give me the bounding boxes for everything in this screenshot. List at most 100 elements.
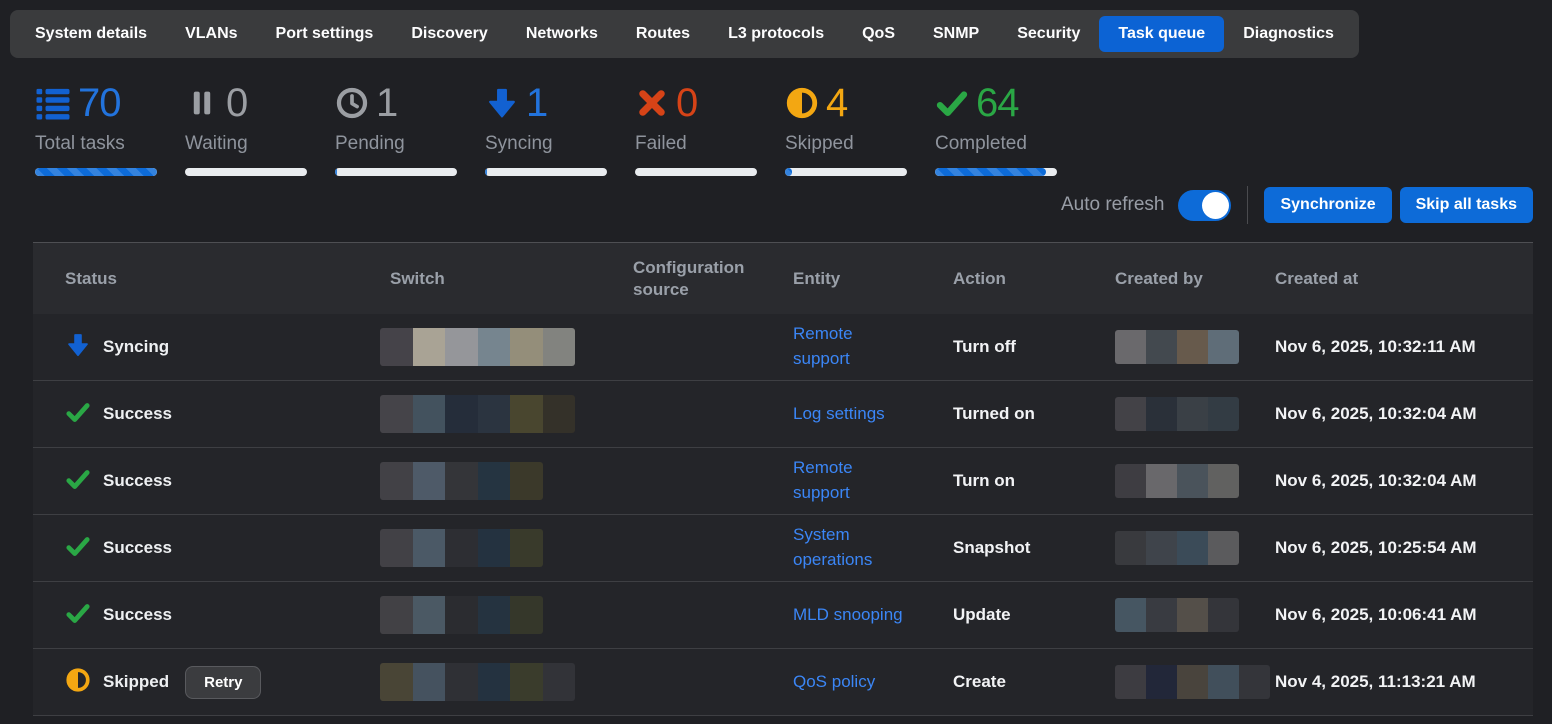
sync-down-arrow-icon (65, 332, 91, 363)
synchronize-button[interactable]: Synchronize (1264, 187, 1391, 223)
tab-task-queue[interactable]: Task queue (1099, 16, 1224, 52)
list-icon (35, 85, 71, 121)
top-nav: System details VLANs Port settings Disco… (10, 10, 1359, 58)
stat-total-tasks: 70 Total tasks (35, 80, 185, 176)
tab-qos[interactable]: QoS (843, 16, 914, 52)
half-circle-icon (785, 86, 819, 120)
tab-l3-protocols[interactable]: L3 protocols (709, 16, 843, 52)
stat-waiting: 0 Waiting (185, 80, 335, 176)
table-row: Success Remote support Turn on Nov 6, 20… (33, 448, 1533, 515)
redacted-switch-name (380, 395, 575, 433)
entity-link[interactable]: Remote support (793, 322, 911, 371)
redacted-created-by (1115, 531, 1239, 565)
stat-progress-bar (335, 168, 457, 176)
stat-value: 64 (976, 81, 1019, 126)
stat-progress-bar (935, 168, 1057, 176)
column-header-configuration-source: Configuration source (633, 257, 793, 300)
stat-value: 0 (226, 81, 247, 126)
stat-label: Pending (335, 133, 485, 155)
status-label: Success (103, 605, 172, 625)
created-at-cell: Nov 6, 2025, 10:06:41 AM (1275, 605, 1533, 625)
clock-icon (335, 86, 369, 120)
status-label: Success (103, 471, 172, 491)
stat-progress-bar (635, 168, 757, 176)
redacted-switch-name (380, 462, 543, 500)
table-row: Skipped Retry QoS policy Create Nov 4, 2… (33, 649, 1533, 716)
column-header-switch: Switch (390, 268, 633, 289)
check-icon (935, 86, 969, 120)
column-header-action: Action (953, 268, 1115, 289)
tab-routes[interactable]: Routes (617, 16, 709, 52)
stat-progress-bar (785, 168, 907, 176)
action-cell: Snapshot (953, 538, 1115, 558)
stat-value: 1 (376, 81, 397, 126)
x-icon (635, 86, 669, 120)
tab-vlans[interactable]: VLANs (166, 16, 256, 52)
redacted-switch-name (380, 596, 543, 634)
success-check-icon (65, 399, 91, 430)
action-cell: Update (953, 605, 1115, 625)
column-header-created-at: Created at (1275, 268, 1533, 289)
action-cell: Create (953, 672, 1115, 692)
created-at-cell: Nov 6, 2025, 10:32:11 AM (1275, 337, 1533, 357)
stat-pending: 1 Pending (335, 80, 485, 176)
status-label: Skipped (103, 672, 169, 692)
created-at-cell: Nov 4, 2025, 11:13:21 AM (1275, 672, 1533, 692)
column-header-created-by: Created by (1115, 268, 1275, 289)
tab-discovery[interactable]: Discovery (392, 16, 507, 52)
tab-port-settings[interactable]: Port settings (257, 16, 393, 52)
tab-networks[interactable]: Networks (507, 16, 617, 52)
table-row: Success MLD snooping Update Nov 6, 2025,… (33, 582, 1533, 649)
vertical-divider (1247, 186, 1248, 224)
stat-progress-bar (485, 168, 607, 176)
success-check-icon (65, 600, 91, 631)
arrow-down-icon (485, 86, 519, 120)
stat-value: 1 (526, 81, 547, 126)
redacted-created-by (1115, 397, 1239, 431)
stat-progress-bar (185, 168, 307, 176)
status-label: Success (103, 404, 172, 424)
toggle-knob (1202, 192, 1229, 219)
stat-progress-bar (35, 168, 157, 176)
task-stats: 70 Total tasks 0 Waiting 1 (35, 80, 1552, 176)
success-check-icon (65, 466, 91, 497)
stat-label: Skipped (785, 133, 935, 155)
auto-refresh-label: Auto refresh (1061, 194, 1165, 216)
stat-value: 0 (676, 81, 697, 126)
stat-syncing: 1 Syncing (485, 80, 635, 176)
auto-refresh-toggle[interactable] (1178, 190, 1231, 221)
table-row: Success System operations Snapshot Nov 6… (33, 515, 1533, 582)
table-row: Success Log settings Turned on Nov 6, 20… (33, 381, 1533, 448)
table-header: Status Switch Configuration source Entit… (33, 242, 1533, 314)
redacted-switch-name (380, 328, 575, 366)
tab-system-details[interactable]: System details (16, 16, 166, 52)
controls-row: Auto refresh Synchronize Skip all tasks (0, 184, 1533, 226)
entity-link[interactable]: Log settings (793, 402, 885, 427)
tab-snmp[interactable]: SNMP (914, 16, 998, 52)
skipped-half-circle-icon (65, 667, 91, 698)
stat-label: Failed (635, 133, 785, 155)
status-label: Syncing (103, 337, 169, 357)
tab-diagnostics[interactable]: Diagnostics (1224, 16, 1353, 52)
entity-link[interactable]: Remote support (793, 456, 911, 505)
entity-link[interactable]: MLD snooping (793, 603, 903, 628)
column-header-entity: Entity (793, 268, 953, 289)
skip-all-tasks-button[interactable]: Skip all tasks (1400, 187, 1533, 223)
pause-icon (185, 86, 219, 120)
stat-value: 70 (78, 81, 121, 126)
stat-completed: 64 Completed (935, 80, 1085, 176)
redacted-switch-name (380, 663, 575, 701)
created-at-cell: Nov 6, 2025, 10:32:04 AM (1275, 471, 1533, 491)
stat-label: Waiting (185, 133, 335, 155)
retry-button[interactable]: Retry (185, 666, 261, 699)
redacted-created-by (1115, 598, 1239, 632)
stat-skipped: 4 Skipped (785, 80, 935, 176)
stat-label: Total tasks (35, 133, 185, 155)
success-check-icon (65, 533, 91, 564)
task-queue-table: Status Switch Configuration source Entit… (33, 242, 1533, 716)
status-label: Success (103, 538, 172, 558)
entity-link[interactable]: QoS policy (793, 670, 875, 695)
tab-security[interactable]: Security (998, 16, 1099, 52)
entity-link[interactable]: System operations (793, 523, 911, 572)
redacted-created-by (1115, 330, 1239, 364)
